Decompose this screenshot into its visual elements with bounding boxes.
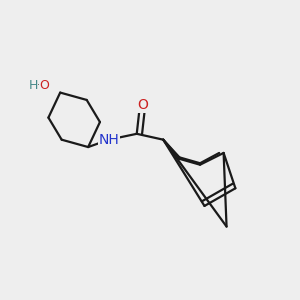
Text: H: H [29, 79, 38, 92]
Text: NH: NH [98, 133, 119, 147]
Text: ·: · [37, 79, 41, 92]
Text: O: O [39, 79, 49, 92]
Text: O: O [137, 98, 148, 112]
